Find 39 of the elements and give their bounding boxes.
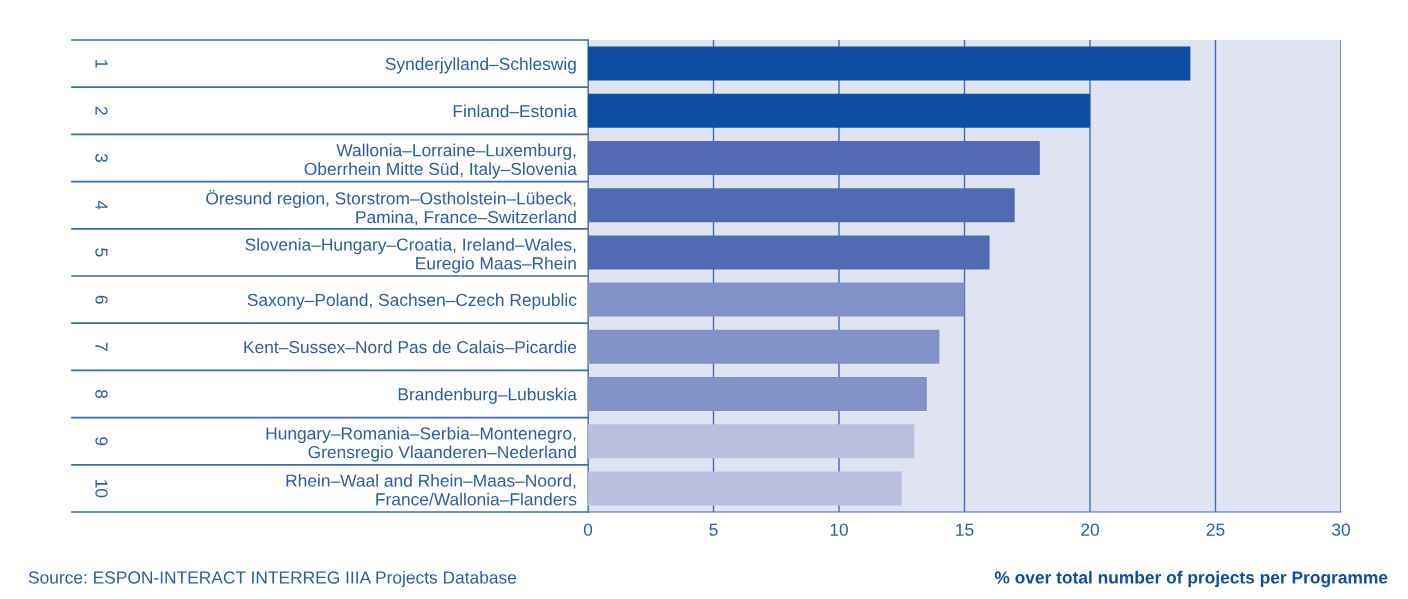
x-tick-label: 20: [1081, 523, 1099, 536]
x-tick-label: 15: [956, 523, 974, 536]
y-tick-label: Kent–Sussex–Nord Pas de Calais–Picardie: [244, 340, 577, 354]
x-tick-label: 10: [830, 523, 848, 536]
y-tick-label: Finland–Estonia: [453, 104, 577, 118]
x-tick-label: 25: [1206, 523, 1225, 536]
y-tick-label: Brandenburg–Lubuskia: [398, 387, 577, 404]
y-tick-label: Öresund region, Storstrom–Ostholstein–Lübeck, Pamina, France–Switzerland: [206, 189, 576, 226]
bar: [588, 377, 927, 411]
text: 8: [95, 389, 108, 399]
x-tick-label: 5: [709, 523, 718, 536]
bar: [588, 188, 1015, 223]
x-tick-label: 0: [583, 523, 593, 536]
y-tick-label: Slovenia–Hungary–Croatia, Ireland–Wales, Euregio Maas–Rhein: [245, 238, 576, 273]
bar: [588, 141, 1040, 175]
text: 5: [95, 248, 108, 257]
text: 1: [95, 60, 108, 68]
y-tick-label: Synderjylland–Schleswig: [385, 57, 576, 74]
bar: [588, 329, 940, 364]
text: 7: [95, 342, 108, 351]
bar: [588, 93, 1090, 128]
bar: [588, 235, 990, 270]
bar: [588, 282, 965, 317]
text: 4: [95, 200, 108, 210]
y-tick-label: Hungary–Romania–Serbia–Montenegro, Grensregio Vlaanderen–Nederland: [266, 426, 576, 462]
text: 9: [95, 437, 108, 446]
text: 10: [95, 480, 108, 498]
text: 2: [95, 106, 108, 115]
y-tick-label: Saxony–Poland, Sachsen–Czech Republic: [247, 293, 577, 310]
text: 6: [95, 295, 108, 304]
text: 3: [95, 153, 108, 163]
x-tick-label: 30: [1332, 523, 1350, 536]
x-axis-title: % over total number of projects per Programme: [994, 570, 1388, 588]
y-tick-label: Wallonia–Lorraine–Luxemburg, Oberrhein Mitte Süd, Italy–Slovenia: [304, 143, 577, 179]
bar: [588, 471, 902, 506]
y-tick-label: Rhein–Waal and Rhein–Maas–Noord, France/Wallonia–Flanders: [286, 474, 577, 506]
bar: [588, 46, 1191, 81]
source-note: Source: ESPON-INTERACT INTERREG IIIA Projects Database: [28, 570, 517, 588]
bar: [588, 424, 915, 459]
